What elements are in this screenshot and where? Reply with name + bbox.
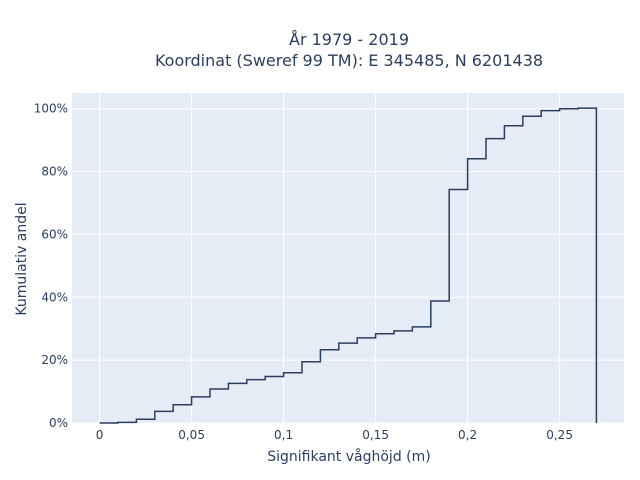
- y-tick-label-3: 60%: [41, 227, 68, 241]
- y-tick-label-5: 100%: [34, 102, 68, 116]
- gridlines: [72, 93, 624, 424]
- x-axis-title: Signifikant våghöjd (m): [267, 448, 430, 465]
- x-axis-ticks: 0 0,05 0,1 0,15 0,2 0,25: [96, 428, 573, 442]
- cumulative-step-line-0: [99, 107, 598, 424]
- series-layer: [99, 107, 598, 424]
- x-tick-label-2: 0,1: [274, 428, 293, 442]
- y-tick-label-4: 80%: [41, 165, 68, 179]
- chart-title-line-2: Koordinat (Sweref 99 TM): E 345485, N 62…: [155, 51, 543, 70]
- y-axis-title: Kumulativ andel: [14, 202, 30, 315]
- y-tick-label-2: 40%: [41, 290, 68, 304]
- y-tick-label-0: 0%: [49, 416, 68, 430]
- x-tick-label-3: 0,15: [362, 428, 389, 442]
- x-tick-label-0: 0: [96, 428, 104, 442]
- x-tick-label-1: 0,05: [178, 428, 205, 442]
- y-tick-label-1: 20%: [41, 353, 68, 367]
- x-tick-label-4: 0,2: [458, 428, 477, 442]
- x-tick-label-5: 0,25: [546, 428, 573, 442]
- chart-title-line-1: År 1979 - 2019: [289, 30, 409, 49]
- plot-area: [72, 93, 624, 423]
- y-axis-ticks: 0% 20% 40% 60% 80% 100%: [34, 102, 68, 430]
